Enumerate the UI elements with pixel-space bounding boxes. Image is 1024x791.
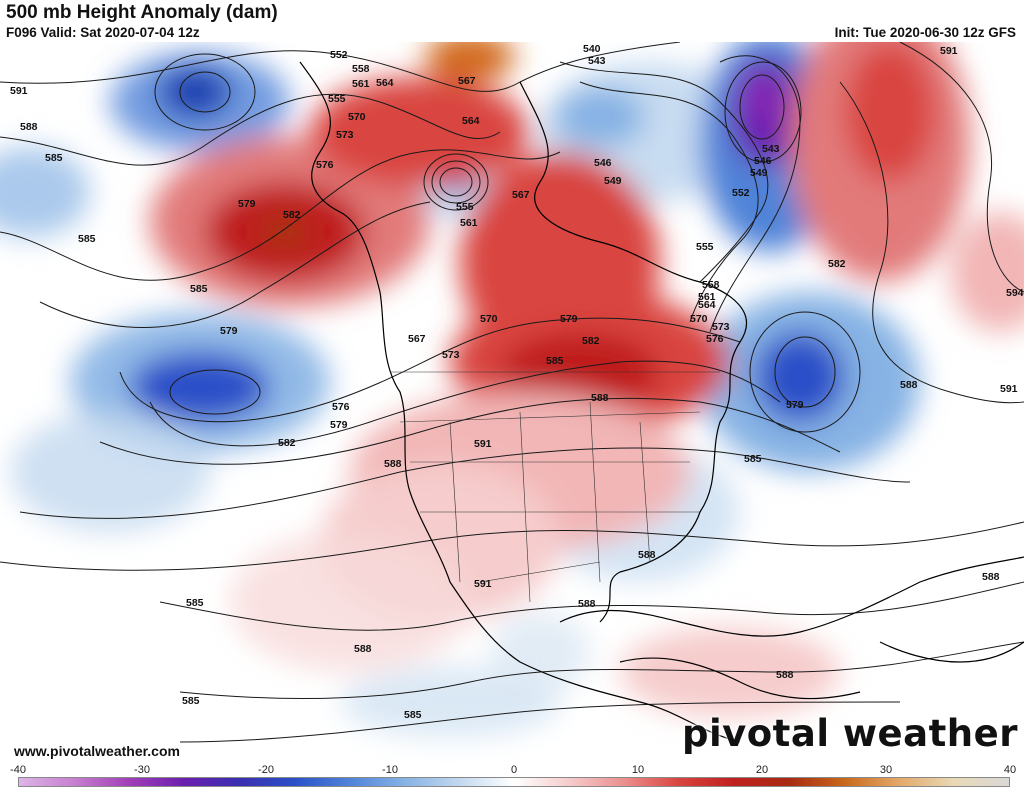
contour-label: 591 <box>474 438 492 450</box>
contour-label: 543 <box>762 143 780 155</box>
contour-label: 546 <box>754 155 772 167</box>
contour-label: 549 <box>750 167 768 179</box>
contour-labels: 552 555 558 561 564 567 570 573 576 579 … <box>10 43 1024 721</box>
contour-label: 585 <box>186 597 204 609</box>
contour-label: 573 <box>442 349 460 361</box>
contour-label: 567 <box>512 189 530 201</box>
contour-label: 549 <box>604 175 622 187</box>
contour-label: 555 <box>328 93 346 105</box>
contour-label: 588 <box>776 669 794 681</box>
colorbar-tick: 30 <box>879 764 893 776</box>
map-title: 500 mb Height Anomaly (dam) <box>6 2 278 23</box>
contour-label: 564 <box>462 115 480 127</box>
coastlines <box>299 61 1024 743</box>
anomaly-shading <box>0 42 1024 737</box>
contour-label: 588 <box>384 458 402 470</box>
contour-label: 588 <box>354 643 372 655</box>
contour-label: 573 <box>712 321 730 333</box>
contour-label: 582 <box>283 209 301 221</box>
contour-label: 579 <box>560 313 578 325</box>
contour-label: 561 <box>698 291 716 303</box>
anomaly-colorbar: -40 -30 -20 -10 0 10 20 30 40 <box>10 764 1016 791</box>
height-contours <box>0 42 1024 743</box>
colorbar-tick: 10 <box>631 764 645 776</box>
contour-label: 540 <box>583 43 601 55</box>
colorbar-tick: -30 <box>134 764 150 776</box>
contour-label: 546 <box>594 157 612 169</box>
contour-label: 585 <box>546 355 564 367</box>
contour-label: 558 <box>702 279 720 291</box>
colorbar-tick: -10 <box>382 764 398 776</box>
political-borders <box>390 371 720 603</box>
colorbar-tick: 20 <box>755 764 769 776</box>
contour-label: 570 <box>348 111 366 123</box>
contour-label: 552 <box>732 187 750 199</box>
colorbar-tick: 0 <box>510 764 518 776</box>
contour-label: 573 <box>336 129 354 141</box>
contour-label: 570 <box>480 313 498 325</box>
contour-label: 561 <box>352 78 370 90</box>
colorbar-gradient <box>18 777 1010 787</box>
contour-label: 591 <box>474 578 492 590</box>
contour-label: 591 <box>940 45 958 57</box>
contour-label: 579 <box>330 419 348 431</box>
valid-time: F096 Valid: Sat 2020-07-04 12z <box>6 25 200 40</box>
contour-label: 591 <box>10 85 28 97</box>
contour-label: 579 <box>238 198 256 210</box>
colorbar-tick: -20 <box>258 764 274 776</box>
contour-label: 588 <box>578 598 596 610</box>
contour-label: 588 <box>638 549 656 561</box>
pivotal-weather-logo: pivotal weather <box>681 712 1018 755</box>
contour-label: 564 <box>698 299 716 311</box>
contour-label: 588 <box>982 571 1000 583</box>
height-anomaly-map: 552 555 558 561 564 567 570 573 576 579 … <box>0 42 1024 765</box>
contour-label: 582 <box>828 258 846 270</box>
contour-label: 555 <box>456 201 474 213</box>
contour-label: 594 <box>1006 287 1024 299</box>
contour-label: 564 <box>376 77 394 89</box>
contour-label: 567 <box>408 333 426 345</box>
contour-label: 579 <box>220 325 238 337</box>
map-canvas: 552 555 558 561 564 567 570 573 576 579 … <box>0 42 1024 743</box>
contour-label: 558 <box>352 63 370 75</box>
contour-label: 567 <box>458 75 476 87</box>
contour-label: 591 <box>1000 383 1018 395</box>
contour-label: 585 <box>45 152 63 164</box>
contour-label: 579 <box>786 399 804 411</box>
init-time: Init: Tue 2020-06-30 12z GFS <box>834 25 1016 40</box>
contour-label: 588 <box>591 392 609 404</box>
contour-label: 582 <box>278 437 296 449</box>
contour-label: 555 <box>696 241 714 253</box>
contour-label: 588 <box>20 121 38 133</box>
contour-label: 585 <box>78 233 96 245</box>
contour-label: 588 <box>900 379 918 391</box>
contour-label: 585 <box>190 283 208 295</box>
contour-label: 561 <box>460 217 478 229</box>
site-url[interactable]: www.pivotalweather.com <box>14 743 180 759</box>
contour-label: 585 <box>404 709 422 721</box>
contour-label: 570 <box>690 313 708 325</box>
contour-label: 576 <box>332 401 350 413</box>
contour-label: 585 <box>182 695 200 707</box>
colorbar-tick: -40 <box>10 764 26 776</box>
contour-label: 543 <box>588 55 606 67</box>
contour-label: 576 <box>316 159 334 171</box>
contour-label: 576 <box>706 333 724 345</box>
contour-label: 585 <box>744 453 762 465</box>
colorbar-tick: 40 <box>1003 764 1017 776</box>
contour-label: 552 <box>330 49 348 61</box>
contour-label: 582 <box>582 335 600 347</box>
